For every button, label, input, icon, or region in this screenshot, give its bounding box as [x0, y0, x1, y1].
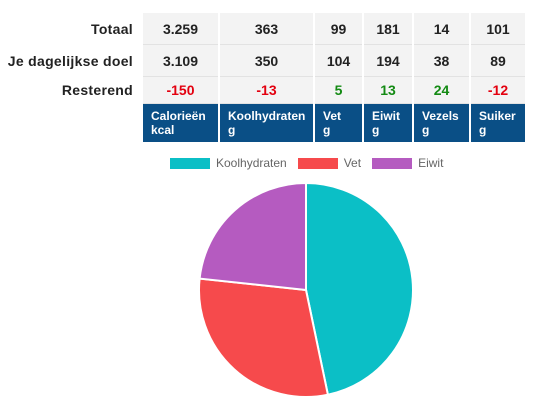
- header-fiber-name: Vezels: [422, 108, 459, 123]
- legend-swatch-fat: [297, 157, 338, 169]
- remaining-protein: 13: [362, 76, 413, 104]
- legend-swatch-carbohydrates: [170, 157, 210, 169]
- table-row-total: Totaal 3.259 363 99 181 14 101: [0, 13, 525, 45]
- legend-item-fat[interactable]: Vet: [297, 156, 362, 170]
- goal-protein: 194: [362, 44, 413, 77]
- row-label-daily-goal: Je dagelijkse doel: [0, 44, 142, 77]
- total-sugar: 101: [469, 13, 525, 45]
- header-sugar: Suiker g: [469, 103, 525, 142]
- legend-label-fat: Vet: [343, 156, 362, 170]
- legend-label-protein: Eiwit: [418, 156, 444, 170]
- table-row-remaining: Resterend -150 -13 5 13 24 -12: [0, 76, 525, 104]
- goal-fiber: 38: [412, 44, 470, 77]
- row-label-total: Totaal: [0, 13, 142, 45]
- header-fat-name: Vet: [323, 108, 342, 123]
- total-carbohydrates: 363: [218, 13, 314, 45]
- legend-item-protein[interactable]: Eiwit: [372, 156, 443, 170]
- goal-sugar: 89: [469, 44, 525, 77]
- row-label-remaining: Resterend: [0, 76, 142, 104]
- remaining-carbohydrates: -13: [218, 76, 314, 104]
- header-calories-unit: kcal: [151, 122, 175, 137]
- pie-slice-koolhydraten[interactable]: [305, 181, 414, 396]
- pie-slice-eiwit[interactable]: [198, 181, 307, 292]
- remaining-fat: 5: [313, 76, 363, 104]
- header-blank: [0, 103, 142, 142]
- header-carbohydrates-name: Koolhydraten: [228, 108, 306, 123]
- header-sugar-name: Suiker: [479, 108, 516, 123]
- total-calories: 3.259: [141, 13, 219, 45]
- nutrition-summary-table: Totaal 3.259 363 99 181 14 101 Je dageli…: [0, 13, 525, 142]
- goal-carbohydrates: 350: [218, 44, 314, 77]
- header-fiber-unit: g: [422, 122, 430, 137]
- total-fiber: 14: [412, 13, 470, 45]
- header-sugar-unit: g: [479, 122, 487, 137]
- remaining-sugar: -12: [469, 76, 525, 104]
- goal-calories: 3.109: [141, 44, 219, 77]
- header-protein-unit: g: [372, 122, 380, 137]
- table-row-daily-goal: Je dagelijkse doel 3.109 350 104 194 38 …: [0, 44, 525, 77]
- pie-slice-vet[interactable]: [198, 277, 330, 398]
- header-protein-name: Eiwit: [372, 108, 401, 123]
- legend-label-carbohydrates: Koolhydraten: [216, 156, 287, 170]
- goal-fat: 104: [313, 44, 363, 77]
- header-fat-unit: g: [323, 122, 331, 137]
- legend-swatch-protein: [372, 157, 413, 169]
- remaining-calories: -150: [141, 76, 219, 104]
- header-calories-name: Calorieën: [151, 108, 206, 123]
- total-fat: 99: [313, 13, 363, 45]
- header-fiber: Vezels g: [412, 103, 470, 142]
- table-header-row: Calorieën kcal Koolhydraten g Vet g Eiwi…: [0, 103, 525, 142]
- header-calories: Calorieën kcal: [141, 103, 219, 142]
- header-protein: Eiwit g: [362, 103, 413, 142]
- header-fat: Vet g: [313, 103, 363, 142]
- total-protein: 181: [362, 13, 413, 45]
- header-carbohydrates-unit: g: [228, 122, 236, 137]
- chart-legend: Koolhydraten Vet Eiwit: [170, 156, 454, 170]
- remaining-fiber: 24: [412, 76, 470, 104]
- legend-item-carbohydrates[interactable]: Koolhydraten: [170, 156, 287, 170]
- header-carbohydrates: Koolhydraten g: [218, 103, 314, 142]
